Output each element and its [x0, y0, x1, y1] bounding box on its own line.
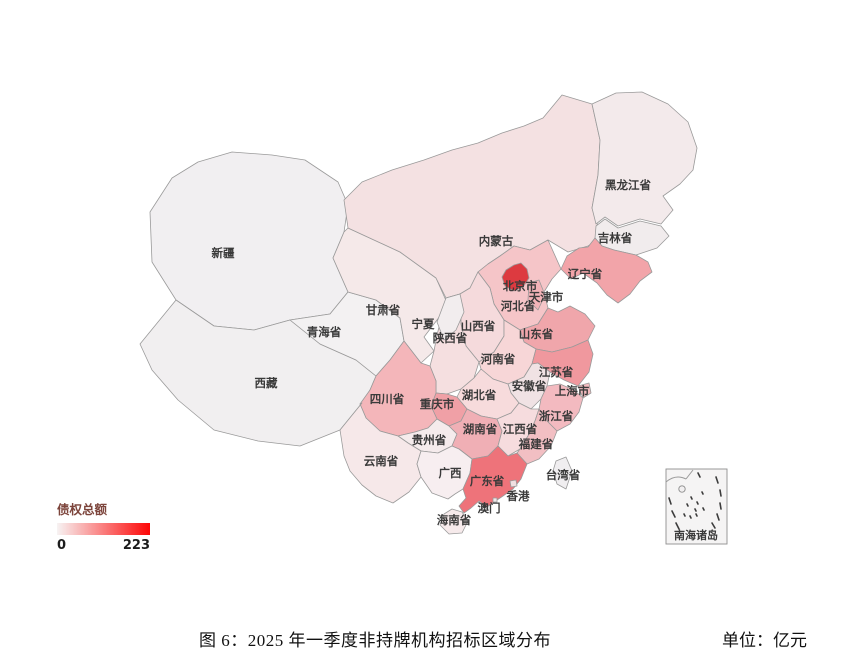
caption-row: 图 6：2025 年一季度非持牌机构招标区域分布 单位：亿元: [0, 626, 843, 652]
dash-mark: [675, 522, 680, 530]
dash-mark: [711, 522, 716, 529]
province-shapes: [139, 91, 698, 535]
province-label-zhejiang: 浙江省: [539, 409, 574, 423]
province-label-neimenggu: 内蒙古: [479, 234, 514, 248]
province-label-jiangxi: 江西省: [503, 422, 538, 436]
province-label-jilin: 吉林省: [598, 231, 633, 245]
province-label-anhui: 安徽省: [512, 379, 547, 393]
province-shape-tianjin: [527, 279, 546, 311]
dash-mark: [719, 489, 722, 497]
dash-mark: [689, 515, 692, 519]
dash-mark: [686, 503, 689, 507]
province-label-liaoning: 辽宁省: [568, 267, 603, 281]
dash-mark: [715, 476, 719, 484]
province-shape-aomen: [492, 497, 498, 503]
dash-mark: [701, 491, 704, 495]
dash-mark: [671, 510, 676, 518]
dash-mark: [694, 508, 697, 512]
province-label-qinghai: 青海省: [307, 325, 342, 339]
province-label-jiangsu: 江苏省: [539, 365, 574, 379]
province-shape-ningxia: [436, 293, 465, 341]
province-label-xizang: 西藏: [255, 376, 278, 390]
province-shape-beijing: [501, 262, 530, 292]
dash-mark: [697, 472, 701, 478]
dash-mark: [702, 507, 705, 511]
province-label-heilongjiang: 黑龙江省: [605, 178, 651, 192]
province-shape-yunnan: [339, 402, 422, 504]
province-label-tianjin: 天津市: [529, 290, 564, 304]
province-label-guangdong: 广东省: [470, 474, 505, 488]
legend-min: 0: [57, 538, 67, 553]
province-label-shanghai: 上海市: [555, 384, 590, 398]
province-shape-taiwan: [552, 456, 573, 490]
dash-mark: [716, 513, 720, 521]
province-shape-liaoning: [560, 237, 653, 304]
legend-title: 债权总额: [57, 502, 108, 517]
province-label-guizhou: 贵州省: [412, 433, 447, 447]
province-label-ningxia: 宁夏: [412, 317, 435, 331]
province-label-yunnan: 云南省: [364, 454, 399, 468]
inset-coastline: [665, 469, 694, 483]
province-shape-shanghai: [577, 382, 592, 399]
province-label-hainan: 海南省: [437, 513, 472, 527]
dash-mark: [695, 513, 698, 517]
province-label-hebei: 河北省: [501, 299, 536, 313]
province-label-shaanxi: 陕西省: [433, 331, 468, 345]
province-label-xianggang: 香港: [506, 489, 530, 503]
nine-dash-line: [668, 472, 722, 530]
province-shape-heilongjiang: [591, 91, 698, 227]
dash-mark: [719, 502, 722, 510]
inset-hainan-circle: [678, 485, 686, 493]
legend-ticks: 0 223: [57, 538, 150, 553]
province-label-henan: 河南省: [481, 352, 516, 366]
dash-mark: [683, 513, 686, 517]
province-label-aomen: 澳门: [478, 501, 501, 515]
legend-gradient-bar: [57, 523, 150, 535]
province-shape-hainan: [439, 508, 469, 535]
unit-label: 单位：亿元: [722, 631, 807, 650]
province-label-shanxi: 山西省: [461, 319, 496, 333]
province-shape-xianggang: [509, 479, 518, 488]
dash-mark: [668, 497, 672, 505]
province-label-shandong: 山东省: [519, 327, 554, 341]
legend-max: 223: [122, 538, 150, 553]
province-label-taiwan: 台湾省: [546, 468, 581, 482]
dash-mark: [696, 501, 699, 505]
dash-mark: [690, 496, 693, 500]
south-china-sea-inset: 南海诸岛: [665, 468, 728, 545]
province-label-sichuan: 四川省: [370, 392, 405, 406]
province-label-gansu: 甘肃省: [366, 303, 401, 317]
province-label-fujian: 福建省: [518, 437, 554, 451]
province-label-chongqing: 重庆市: [420, 397, 455, 411]
color-legend: 债权总额 0 223: [57, 499, 150, 553]
province-label-guangxi: 广西: [439, 466, 462, 480]
province-label-beijing: 北京市: [503, 279, 538, 293]
province-label-hunan: 湖南省: [463, 422, 498, 436]
figure-caption: 图 6：2025 年一季度非持牌机构招标区域分布: [199, 631, 551, 650]
province-label-hubei: 湖北省: [462, 388, 497, 402]
inset-label: 南海诸岛: [674, 528, 718, 542]
province-label-xinjiang: 新疆: [212, 246, 235, 260]
